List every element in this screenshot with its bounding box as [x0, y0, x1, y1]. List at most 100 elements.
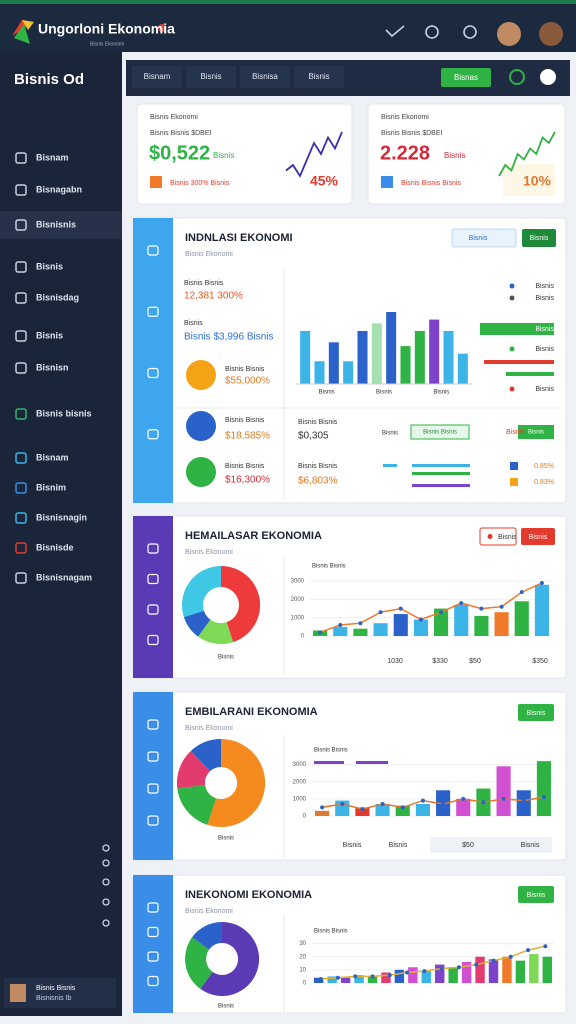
menu-item[interactable]: Bisnisn [36, 362, 69, 372]
search-icon[interactable] [509, 69, 525, 85]
line-point [400, 805, 405, 810]
panel-icon [147, 902, 159, 913]
menu-item[interactable]: Bisnis [36, 330, 63, 340]
line-point [358, 621, 363, 626]
app-tagline: Bisnis Ekonomi [90, 41, 124, 47]
menu-item[interactable]: Bisnagabn [36, 184, 82, 194]
y-tick-label: 1000 [291, 615, 305, 621]
panel-accent [133, 516, 173, 678]
panel-icon [147, 573, 159, 585]
x-tick-label: Bisnis [319, 390, 335, 396]
bar [456, 798, 471, 816]
panel-button[interactable] [521, 528, 555, 545]
tab-label: Bisnis [200, 72, 221, 81]
footer-label: $50 [469, 658, 481, 665]
panel-button[interactable] [479, 527, 517, 546]
select-label: Bisnis [469, 235, 488, 242]
panel-icon [147, 306, 159, 317]
panel-subtitle: Bisnis Ekonomi [185, 908, 233, 915]
menu-item[interactable]: Bisnisnagin [36, 512, 87, 522]
chip-label: Bisnis [506, 429, 525, 436]
panel-icon [147, 429, 159, 440]
line-point [360, 807, 365, 812]
menu-item[interactable]: Bisnis [36, 261, 63, 271]
legend-label: Bisnis [535, 346, 554, 353]
legend-dot [509, 346, 515, 352]
card-note: Bisnis Bisnis Bisnis [401, 180, 461, 187]
progress [383, 464, 397, 467]
bar [534, 584, 549, 636]
line-point [481, 800, 486, 805]
user-icon[interactable] [540, 69, 556, 85]
panel-accent [133, 218, 173, 503]
line-point [398, 606, 403, 611]
menu-item[interactable]: Bisnisde [36, 542, 74, 552]
menu-item[interactable]: Bisnam [36, 152, 69, 162]
line-point [422, 969, 427, 974]
panel-icon [147, 634, 159, 646]
row-label: Bisnis Bisnis [225, 463, 265, 470]
panel-icon [147, 719, 159, 730]
menu-item[interactable]: Bisnisnis [36, 219, 76, 229]
bar [448, 967, 458, 983]
menu-icon [15, 452, 27, 464]
legend-dot [509, 386, 515, 392]
avatar[interactable] [539, 22, 563, 46]
menu-item[interactable]: Bisnisdag [36, 292, 79, 302]
bar [300, 330, 311, 384]
line-point [461, 796, 466, 801]
footer-label: $50 [462, 842, 474, 849]
line-point [418, 617, 423, 622]
line-point [405, 970, 410, 975]
panel-icon [147, 367, 159, 379]
tab[interactable] [240, 66, 290, 88]
select[interactable] [451, 228, 517, 248]
percent-label: 0.85% [534, 463, 554, 470]
chip[interactable] [410, 424, 470, 440]
menu-item[interactable]: Bisnim [36, 482, 66, 492]
panel-subtitle: Bisnis Ekonomi [185, 251, 233, 258]
bar [375, 804, 390, 816]
donut-label: Bisnis [218, 1004, 234, 1010]
bar [488, 959, 499, 983]
menu-icon [15, 184, 27, 196]
tab[interactable] [132, 66, 182, 88]
tab[interactable] [294, 66, 344, 88]
bar [515, 960, 526, 983]
bar [516, 790, 531, 816]
line-point [543, 944, 548, 949]
panel-icon [147, 975, 159, 987]
chart-title: Bisnis Bisnis [314, 748, 348, 754]
card-note: Bisnis 300% Bisnis [170, 180, 230, 187]
menu-icon [15, 408, 27, 420]
user-avatar [10, 984, 26, 1002]
panel-button[interactable] [518, 886, 554, 903]
line-point [335, 975, 340, 980]
panel-button[interactable] [518, 704, 554, 721]
panel-title: INEKONOMI EKONOMIA [185, 889, 312, 901]
bar [435, 964, 445, 983]
chip[interactable] [518, 425, 554, 439]
panel-title: HEMAILASAR EKONOMIA [185, 530, 322, 542]
menu-item[interactable]: Bisnisnagam [36, 572, 92, 582]
legend-bar [314, 761, 344, 764]
toolbar-button[interactable] [441, 68, 491, 87]
line-point [353, 974, 358, 979]
bar [315, 810, 330, 816]
menu-icon [15, 152, 27, 164]
menu-item[interactable]: Bisnam [36, 452, 69, 462]
bar [475, 956, 485, 983]
menu-icon [15, 482, 27, 494]
sidebar [0, 52, 122, 1016]
line [320, 945, 546, 980]
legend-bar [356, 761, 388, 764]
avatar[interactable] [497, 22, 521, 46]
dot [102, 919, 110, 927]
dot [102, 878, 110, 886]
panel-button[interactable] [522, 229, 556, 247]
panel-title: INDNLASI EKONOMI [185, 232, 293, 244]
tab[interactable] [186, 66, 236, 88]
menu-item[interactable]: Bisnis bisnis [36, 408, 92, 418]
footer-label: $330 [432, 658, 448, 665]
line-point [456, 965, 461, 970]
